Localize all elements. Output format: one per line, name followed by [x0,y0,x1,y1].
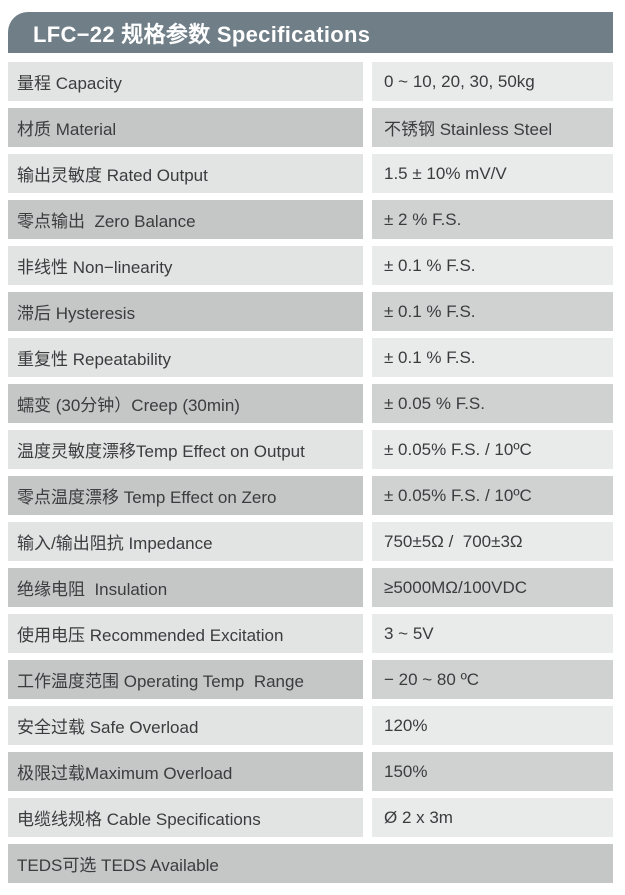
spec-value: ± 0.1 % F.S. [372,292,613,331]
table-row: 温度灵敏度漂移Temp Effect on Output ± 0.05% F.S… [8,430,613,469]
spec-label: 滞后 Hysteresis [8,292,363,331]
table-row: 极限过载Maximum Overload 150% [8,752,613,791]
spec-value: 0 ~ 10, 20, 30, 50kg [372,62,613,101]
table-row: 输入/输出阻抗 Impedance 750±5Ω / 700±3Ω [8,522,613,561]
table-row: 量程 Capacity 0 ~ 10, 20, 30, 50kg [8,62,613,101]
table-row: 输出灵敏度 Rated Output 1.5 ± 10% mV/V [8,154,613,193]
table-title: LFC−22 规格参数 Specifications [33,21,371,47]
spec-label: 使用电压 Recommended Excitation [8,614,363,653]
spec-label: 材质 Material [8,108,363,147]
table-header: LFC−22 规格参数 Specifications [8,12,613,53]
spec-label: 量程 Capacity [8,62,363,101]
spec-label: 电缆线规格 Cable Specifications [8,798,363,837]
spec-label: 零点输出 Zero Balance [8,200,363,239]
spec-table: LFC−22 规格参数 Specifications 量程 Capacity 0… [8,12,613,890]
spec-value: Ø 2 x 3m [372,798,613,837]
spec-label: 安全过载 Safe Overload [8,706,363,745]
table-row: 使用电压 Recommended Excitation 3 ~ 5V [8,614,613,653]
spec-value: 3 ~ 5V [372,614,613,653]
spec-value: ± 0.1 % F.S. [372,338,613,377]
table-row: 蠕变 (30分钟）Creep (30min) ± 0.05 % F.S. [8,384,613,423]
spec-label: 重复性 Repeatability [8,338,363,377]
spec-value: 750±5Ω / 700±3Ω [372,522,613,561]
spec-label: 蠕变 (30分钟）Creep (30min) [8,384,363,423]
spec-value: 1.5 ± 10% mV/V [372,154,613,193]
spec-value: 150% [372,752,613,791]
table-row: 工作温度范围 Operating Temp Range − 20 ~ 80 ºC [8,660,613,699]
table-row: 材质 Material 不锈钢 Stainless Steel [8,108,613,147]
spec-value: ± 0.05% F.S. / 10ºC [372,476,613,515]
spec-label: 输入/输出阻抗 Impedance [8,522,363,561]
spec-label: 温度灵敏度漂移Temp Effect on Output [8,430,363,469]
spec-value: 120% [372,706,613,745]
table-row: 零点温度漂移 Temp Effect on Zero ± 0.05% F.S. … [8,476,613,515]
spec-value: ± 0.1 % F.S. [372,246,613,285]
spec-value: ± 2 % F.S. [372,200,613,239]
spec-label: TEDS可选 TEDS Available [8,844,613,883]
table-row: 电缆线规格 Cable Specifications Ø 2 x 3m [8,798,613,837]
table-row: 零点输出 Zero Balance ± 2 % F.S. [8,200,613,239]
table-row: 重复性 Repeatability ± 0.1 % F.S. [8,338,613,377]
table-row: 滞后 Hysteresis ± 0.1 % F.S. [8,292,613,331]
spec-label: 输出灵敏度 Rated Output [8,154,363,193]
spec-label: 零点温度漂移 Temp Effect on Zero [8,476,363,515]
spec-value: ≥5000MΩ/100VDC [372,568,613,607]
spec-value: − 20 ~ 80 ºC [372,660,613,699]
table-row: 非线性 Non−linearity ± 0.1 % F.S. [8,246,613,285]
spec-value: ± 0.05% F.S. / 10ºC [372,430,613,469]
spec-label: 工作温度范围 Operating Temp Range [8,660,363,699]
table-row-full-width: TEDS可选 TEDS Available [8,844,613,883]
spec-label: 极限过载Maximum Overload [8,752,363,791]
spec-label: 绝缘电阻 Insulation [8,568,363,607]
spec-value: 不锈钢 Stainless Steel [372,108,613,147]
table-row: 安全过载 Safe Overload 120% [8,706,613,745]
table-row: 绝缘电阻 Insulation ≥5000MΩ/100VDC [8,568,613,607]
spec-value: ± 0.05 % F.S. [372,384,613,423]
spec-label: 非线性 Non−linearity [8,246,363,285]
